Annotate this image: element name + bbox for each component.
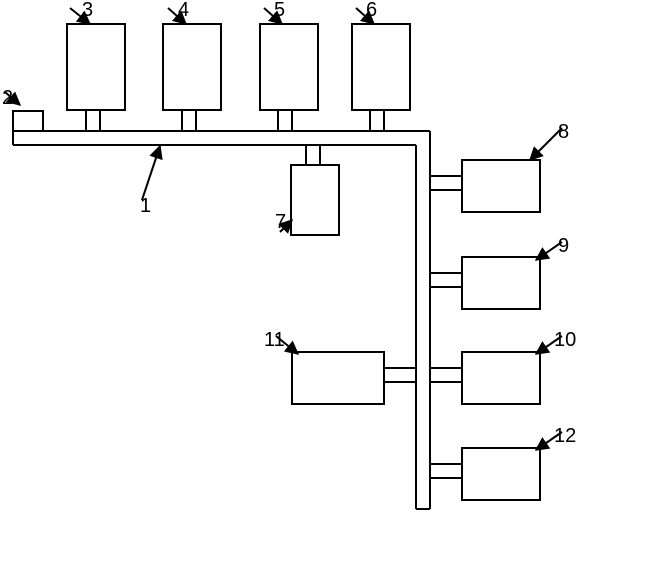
node-n11 — [292, 352, 384, 404]
node-n9 — [462, 257, 540, 309]
node-n3 — [67, 24, 125, 110]
label-n10: 10 — [554, 329, 576, 351]
node-n8 — [462, 160, 540, 212]
label-n12: 12 — [554, 425, 576, 447]
label-n11: 11 — [264, 329, 285, 351]
node-n6 — [352, 24, 410, 110]
node-n5 — [260, 24, 318, 110]
node-n7 — [291, 165, 339, 235]
leader-lbl1 — [142, 146, 160, 200]
label-n3: 3 — [82, 0, 93, 21]
node-n4 — [163, 24, 221, 110]
engineering-diagram: 2 3 4 5 6 7 8 9 10 11 12 1 — [0, 0, 672, 569]
label-n5: 5 — [274, 0, 285, 21]
label-n6: 6 — [366, 0, 377, 21]
label-n8: 8 — [558, 121, 569, 143]
label-n4: 4 — [178, 0, 189, 21]
label-n2: 2 — [2, 87, 13, 109]
node-n10 — [462, 352, 540, 404]
node-n2 — [13, 111, 43, 131]
node-n12 — [462, 448, 540, 500]
label-lbl1: 1 — [140, 195, 151, 217]
label-n7: 7 — [275, 211, 286, 233]
label-n9: 9 — [558, 235, 569, 257]
